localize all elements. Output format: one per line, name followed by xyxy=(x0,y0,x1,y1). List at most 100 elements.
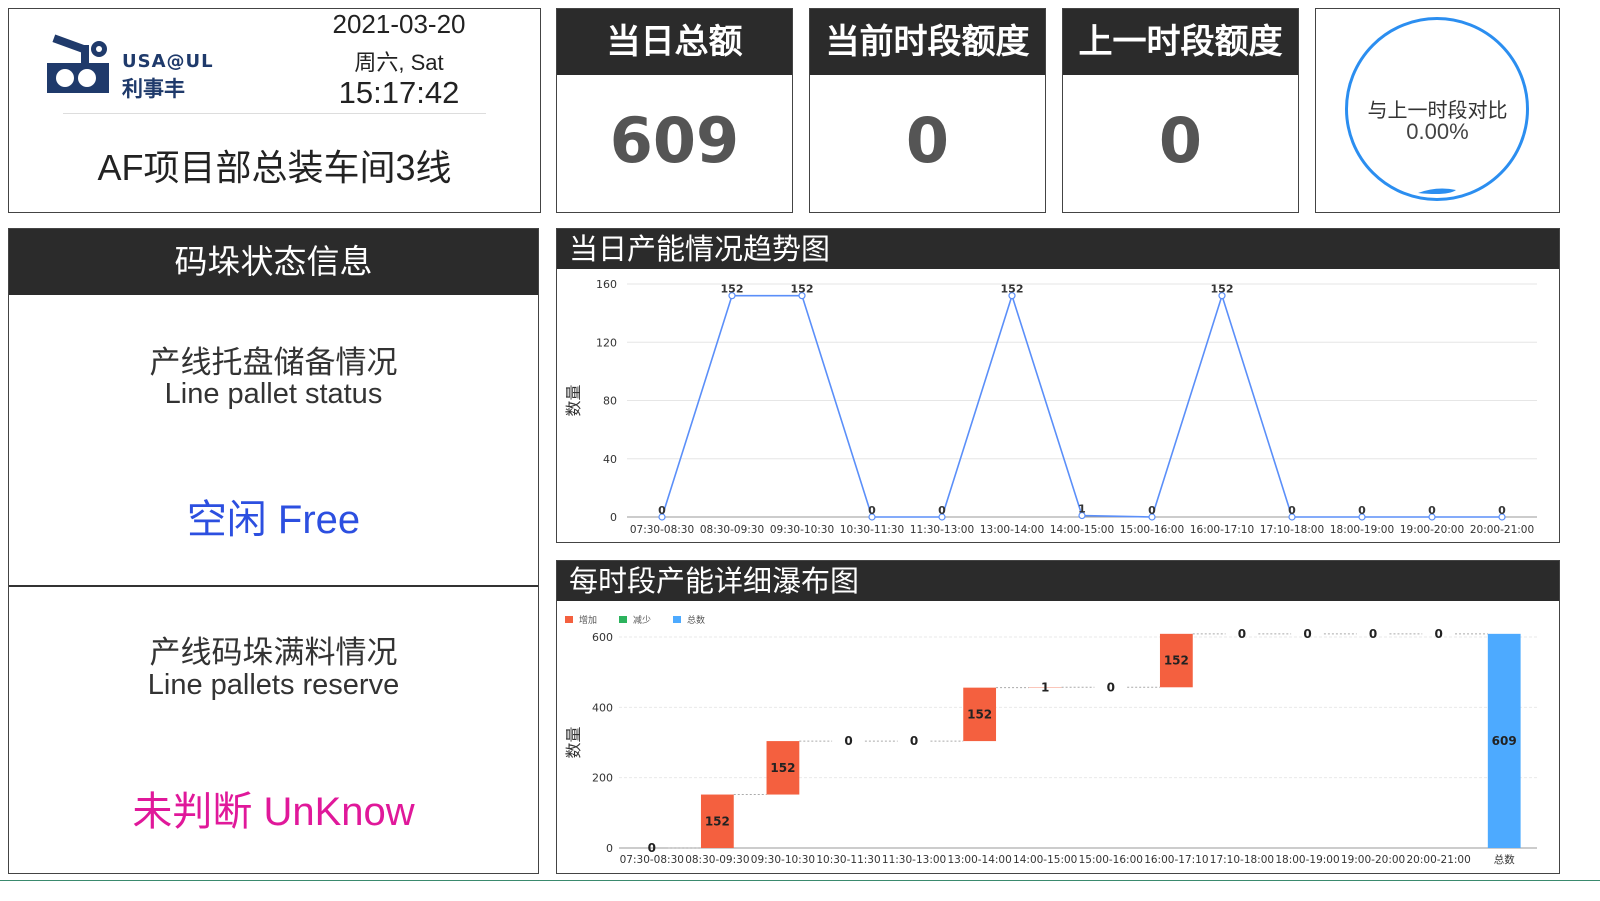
x-tick-label: 09:30-10:30 xyxy=(770,524,834,536)
current-time: 15:17:42 xyxy=(309,75,489,111)
section-subtitle: Line pallets reserve xyxy=(9,669,538,702)
logo-brand-text: USA@UL xyxy=(122,51,214,72)
stat-value: 0 xyxy=(1063,104,1298,177)
x-tick-label: 17:10-18:00 xyxy=(1260,524,1324,536)
x-tick-label: 15:00-16:00 xyxy=(1079,854,1143,866)
stat-daily-total: 当日总额 609 xyxy=(556,8,793,213)
data-label: 0 xyxy=(844,734,852,748)
series-line xyxy=(662,296,1502,517)
bottom-bar xyxy=(0,880,1600,901)
x-tick-label: 11:30-13:00 xyxy=(910,524,974,536)
legend-swatch xyxy=(673,616,681,623)
x-tick-label: 15:00-16:00 xyxy=(1120,524,1184,536)
data-label: 1 xyxy=(1041,680,1049,694)
pallet-status-panel: 码垛状态信息 产线托盘储备情况 Line pallet status 空闲 Fr… xyxy=(8,228,539,874)
compare-panel: 与上一时段对比 0.00% xyxy=(1315,8,1560,213)
section-title: 产线托盘储备情况 xyxy=(9,337,538,382)
data-label: 152 xyxy=(721,283,744,296)
stat-label: 当前时段额度 xyxy=(810,9,1045,75)
x-tick-label: 16:00-17:10 xyxy=(1190,524,1254,536)
data-label: 0 xyxy=(1238,627,1246,641)
x-tick-label: 20:00-21:00 xyxy=(1406,854,1470,866)
data-label: 152 xyxy=(1211,283,1234,296)
legend-label: 总数 xyxy=(687,614,705,626)
x-tick-label: 14:00-15:00 xyxy=(1050,524,1114,536)
y-tick-label: 0 xyxy=(610,511,617,524)
data-label: 0 xyxy=(658,504,666,517)
x-tick-label: 总数 xyxy=(1494,853,1515,866)
current-date: 2021-03-20 xyxy=(309,9,489,40)
legend-label: 增加 xyxy=(579,614,597,626)
y-tick-label: 0 xyxy=(606,842,613,855)
section-subtitle: Line pallet status xyxy=(9,378,538,411)
x-tick-label: 18:00-19:00 xyxy=(1330,524,1394,536)
data-label: 0 xyxy=(938,504,946,517)
x-tick-label: 17:10-18:00 xyxy=(1210,854,1274,866)
section-title: 产线码垛满料情况 xyxy=(9,627,538,672)
x-tick-label: 19:00-20:00 xyxy=(1400,524,1464,536)
data-label: 0 xyxy=(1498,504,1506,517)
x-tick-label: 08:30-09:30 xyxy=(700,524,764,536)
chart-title: 当日产能情况趋势图 xyxy=(557,229,1559,269)
company-logo: USA@UL 利事丰 xyxy=(47,31,217,101)
x-tick-label: 20:00-21:00 xyxy=(1470,524,1534,536)
x-tick-label: 10:30-11:30 xyxy=(816,854,880,866)
y-tick-label: 160 xyxy=(596,278,617,291)
data-label: 152 xyxy=(770,761,795,775)
stat-value: 0 xyxy=(810,104,1045,177)
production-line-name: AF项目部总装车间3线 xyxy=(9,139,540,191)
data-label: 0 xyxy=(1107,680,1115,694)
y-tick-label: 600 xyxy=(592,631,613,644)
data-label: 0 xyxy=(868,504,876,517)
legend-swatch xyxy=(565,616,573,623)
data-label: 152 xyxy=(791,283,814,296)
panel-title: 码垛状态信息 xyxy=(9,229,538,295)
current-weekday: 周六, Sat xyxy=(309,45,489,77)
section-divider xyxy=(9,585,538,587)
data-label: 0 xyxy=(1288,504,1296,517)
stat-value: 609 xyxy=(557,104,792,177)
data-label: 0 xyxy=(1358,504,1366,517)
compare-value: 0.00% xyxy=(1316,119,1559,145)
y-tick-label: 400 xyxy=(592,701,613,714)
y-axis-label: 数量 xyxy=(564,384,583,416)
x-tick-label: 09:30-10:30 xyxy=(751,854,815,866)
data-label: 0 xyxy=(1434,627,1442,641)
stat-previous-period: 上一时段额度 0 xyxy=(1062,8,1299,213)
x-tick-label: 11:30-13:00 xyxy=(882,854,946,866)
data-label: 152 xyxy=(705,814,730,828)
data-label: 0 xyxy=(1369,627,1377,641)
logo-cn-text: 利事丰 xyxy=(122,73,185,103)
robot-camera-icon xyxy=(47,31,127,101)
y-tick-label: 120 xyxy=(596,336,617,349)
data-label: 0 xyxy=(648,841,656,855)
data-label: 0 xyxy=(1303,627,1311,641)
data-label: 152 xyxy=(1001,283,1024,296)
data-label: 0 xyxy=(1148,504,1156,517)
header-divider xyxy=(63,113,486,114)
stat-current-period: 当前时段额度 0 xyxy=(809,8,1046,213)
data-label: 1 xyxy=(1078,503,1086,516)
x-tick-label: 19:00-20:00 xyxy=(1341,854,1405,866)
data-label: 609 xyxy=(1492,734,1517,748)
x-tick-label: 14:00-15:00 xyxy=(1013,854,1077,866)
y-axis-label: 数量 xyxy=(564,726,583,758)
x-tick-label: 13:00-14:00 xyxy=(947,854,1011,866)
x-tick-label: 10:30-11:30 xyxy=(840,524,904,536)
x-tick-label: 07:30-08:30 xyxy=(620,854,684,866)
data-label: 152 xyxy=(967,707,992,721)
data-label: 0 xyxy=(910,734,918,748)
y-tick-label: 80 xyxy=(603,395,617,408)
data-label: 0 xyxy=(1428,504,1436,517)
y-tick-label: 40 xyxy=(603,453,617,466)
stat-label: 当日总额 xyxy=(557,9,792,75)
legend-swatch xyxy=(619,616,627,623)
data-label: 152 xyxy=(1164,654,1189,668)
stat-label: 上一时段额度 xyxy=(1063,9,1298,75)
x-tick-label: 16:00-17:10 xyxy=(1144,854,1208,866)
y-tick-label: 200 xyxy=(592,772,613,785)
